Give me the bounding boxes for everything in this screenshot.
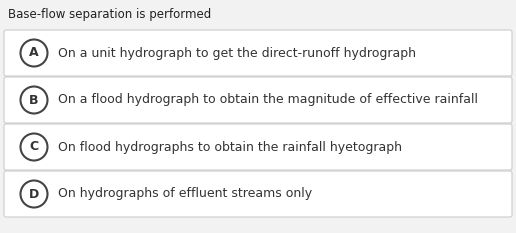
Text: On a unit hydrograph to get the direct-runoff hydrograph: On a unit hydrograph to get the direct-r… [57, 47, 415, 59]
Text: On flood hydrographs to obtain the rainfall hyetograph: On flood hydrographs to obtain the rainf… [57, 140, 401, 154]
Circle shape [21, 134, 47, 161]
Text: A: A [29, 47, 39, 59]
FancyBboxPatch shape [4, 30, 512, 76]
Text: Base-flow separation is performed: Base-flow separation is performed [8, 8, 211, 21]
Circle shape [21, 40, 47, 66]
Text: C: C [29, 140, 39, 154]
Text: On hydrographs of effluent streams only: On hydrographs of effluent streams only [57, 188, 312, 201]
FancyBboxPatch shape [4, 77, 512, 123]
Text: On a flood hydrograph to obtain the magnitude of effective rainfall: On a flood hydrograph to obtain the magn… [57, 93, 477, 106]
Text: B: B [29, 93, 39, 106]
FancyBboxPatch shape [4, 171, 512, 217]
Text: D: D [29, 188, 39, 201]
Circle shape [21, 181, 47, 208]
FancyBboxPatch shape [4, 124, 512, 170]
Circle shape [21, 86, 47, 113]
